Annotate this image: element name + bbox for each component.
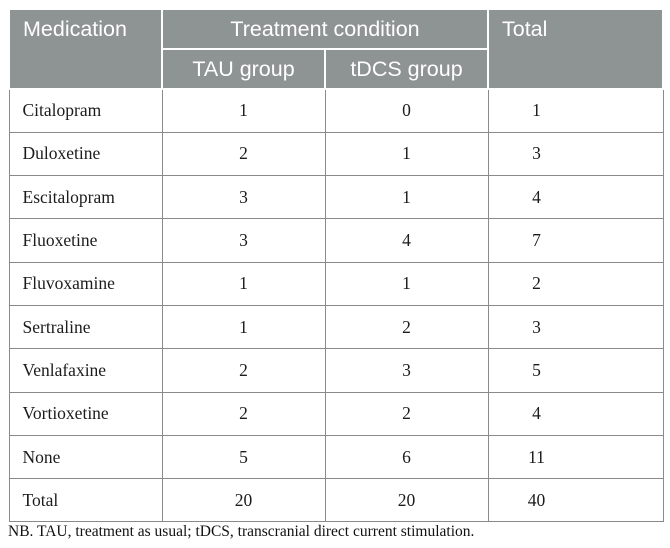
cell-total: 4 — [487, 175, 664, 220]
cell-total: 11 — [487, 434, 664, 480]
table-row: Venlafaxine 2 3 5 — [8, 348, 664, 393]
cell-tau: 2 — [161, 131, 326, 177]
header-row-2: TAU group tDCS group — [9, 48, 663, 90]
cell-tdcs: 2 — [324, 391, 489, 436]
cell-total: 5 — [487, 348, 664, 393]
table-row: Fluvoxamine 1 1 2 — [8, 261, 664, 306]
table-row: Escitalopram 3 1 4 — [8, 175, 664, 220]
cell-tdcs: 1 — [324, 175, 489, 220]
header-row-1: Medication Treatment condition Total — [8, 8, 664, 90]
table-row: Fluoxetine 3 4 7 — [8, 218, 664, 263]
cell-tau: 20 — [161, 478, 326, 523]
cell-total: 1 — [487, 88, 664, 133]
cell-tau: 3 — [161, 218, 326, 263]
header-cell-treatment-condition: Treatment condition — [161, 8, 489, 50]
cell-tau: 5 — [161, 434, 326, 480]
cell-tau: 1 — [161, 88, 326, 133]
table-body: Citalopram 1 0 1 Duloxetine 2 1 3 Escita… — [8, 88, 664, 523]
cell-medication: Citalopram — [8, 88, 163, 133]
cell-medication: Sertraline — [8, 304, 163, 350]
cell-medication: Fluvoxamine — [8, 261, 163, 306]
table-row: Total 20 20 40 — [8, 478, 664, 523]
cell-tdcs: 1 — [324, 261, 489, 306]
cell-tdcs: 3 — [324, 348, 489, 393]
cell-tdcs: 6 — [324, 434, 489, 480]
cell-medication: Escitalopram — [8, 175, 163, 220]
table-row: Vortioxetine 2 2 4 — [8, 391, 664, 436]
cell-tdcs: 1 — [324, 131, 489, 177]
cell-total: 4 — [487, 391, 664, 436]
cell-medication: Venlafaxine — [8, 348, 163, 393]
cell-medication: Total — [8, 478, 163, 523]
cell-tau: 1 — [161, 261, 326, 306]
cell-tau: 3 — [161, 175, 326, 220]
cell-total: 7 — [487, 218, 664, 263]
table-row: Sertraline 1 2 3 — [8, 304, 664, 350]
header-cell-medication: Medication — [8, 8, 163, 90]
cell-tdcs: 0 — [324, 88, 489, 133]
cell-medication: Vortioxetine — [8, 391, 163, 436]
table-row: Duloxetine 2 1 3 — [8, 131, 664, 177]
cell-total: 3 — [487, 131, 664, 177]
cell-tau: 1 — [161, 304, 326, 350]
cell-total: 2 — [487, 261, 664, 306]
medication-table: Medication Treatment condition Total TAU… — [8, 8, 664, 523]
cell-tau: 2 — [161, 348, 326, 393]
cell-medication: Fluoxetine — [8, 218, 163, 263]
cell-tdcs: 4 — [324, 218, 489, 263]
table-footnote: NB. TAU, treatment as usual; tDCS, trans… — [8, 523, 475, 540]
cell-tdcs: 20 — [324, 478, 489, 523]
header-cell-tdcs-group: tDCS group — [324, 48, 489, 90]
cell-tau: 2 — [161, 391, 326, 436]
cell-medication: None — [8, 434, 163, 480]
cell-medication: Duloxetine — [8, 131, 163, 177]
header-cell-tau-group: TAU group — [161, 48, 326, 90]
cell-total: 40 — [487, 478, 664, 523]
table-row: None 5 6 11 — [8, 434, 664, 480]
table-row: Citalopram 1 0 1 — [8, 88, 664, 133]
header-cell-total: Total — [487, 8, 664, 90]
cell-total: 3 — [487, 304, 664, 350]
cell-tdcs: 2 — [324, 304, 489, 350]
table-header: Medication Treatment condition Total TAU… — [8, 8, 664, 90]
